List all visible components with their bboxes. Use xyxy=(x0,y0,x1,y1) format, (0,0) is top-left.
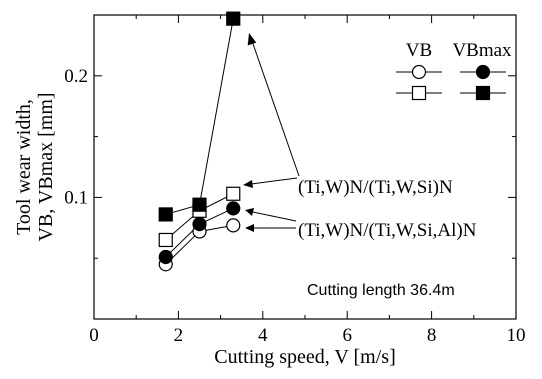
annotation-arrows xyxy=(243,33,300,232)
data-point-circle xyxy=(192,217,207,232)
arrow-head-vbmax-circle xyxy=(245,208,254,216)
legend-col-vbmax: VBmax xyxy=(452,40,512,61)
arrow-to-vb-square xyxy=(250,177,298,185)
legend: VB VBmax xyxy=(396,40,512,101)
legend-col-vb: VB xyxy=(406,40,432,61)
x-tick-label: 8 xyxy=(427,325,437,346)
y-axis-label-line1: Tool wear width, xyxy=(13,99,35,235)
data-point-circle xyxy=(226,201,241,216)
data-point-circle xyxy=(226,218,241,233)
data-point-square xyxy=(192,197,207,212)
data-point-square xyxy=(158,232,173,248)
legend-marker-vbmax-circle xyxy=(475,64,491,80)
legend-marker-vbmax-square xyxy=(475,85,491,101)
x-tick-label: 0 xyxy=(89,325,99,346)
arrow-head-vb-circle xyxy=(245,224,254,232)
y-tick-label: 0.1 xyxy=(64,187,88,208)
series-markers xyxy=(158,11,241,272)
x-tick-label: 6 xyxy=(342,325,352,346)
legend-marker-vb-square xyxy=(411,85,427,101)
annotation-si-coating: (Ti,W)N/(Ti,W,Si)N xyxy=(298,177,453,198)
axis-ticks xyxy=(93,15,517,319)
x-axis-label: Cutting speed, V [m/s] xyxy=(214,346,395,368)
arrow-to-vbmax-circle xyxy=(252,211,297,222)
arrow-head-vbmax-square-peak xyxy=(247,33,257,46)
data-point-circle xyxy=(158,249,173,265)
axis-tick-labels: 0 2 4 6 8 10 0.1 0.2 xyxy=(64,66,525,346)
arrow-head-vb-square xyxy=(243,180,253,188)
y-tick-label: 0.2 xyxy=(64,66,88,87)
x-tick-label: 4 xyxy=(258,325,268,346)
annotation-cutting-length: Cutting length 36.4m xyxy=(307,282,455,299)
series-line-3 xyxy=(165,18,234,215)
x-tick-label: 2 xyxy=(174,325,184,346)
data-point-square xyxy=(226,186,241,201)
annotation-si-al-coating: (Ti,W)N/(Ti,W,Si,Al)N xyxy=(298,220,477,241)
data-point-square xyxy=(226,11,241,26)
y-axis-label-line2: VB, VBmax [mm] xyxy=(35,92,57,241)
data-point-square xyxy=(158,207,173,222)
legend-marker-vb-circle xyxy=(411,64,427,80)
arrow-to-vbmax-square-peak xyxy=(251,40,300,177)
x-tick-label: 10 xyxy=(507,325,526,346)
